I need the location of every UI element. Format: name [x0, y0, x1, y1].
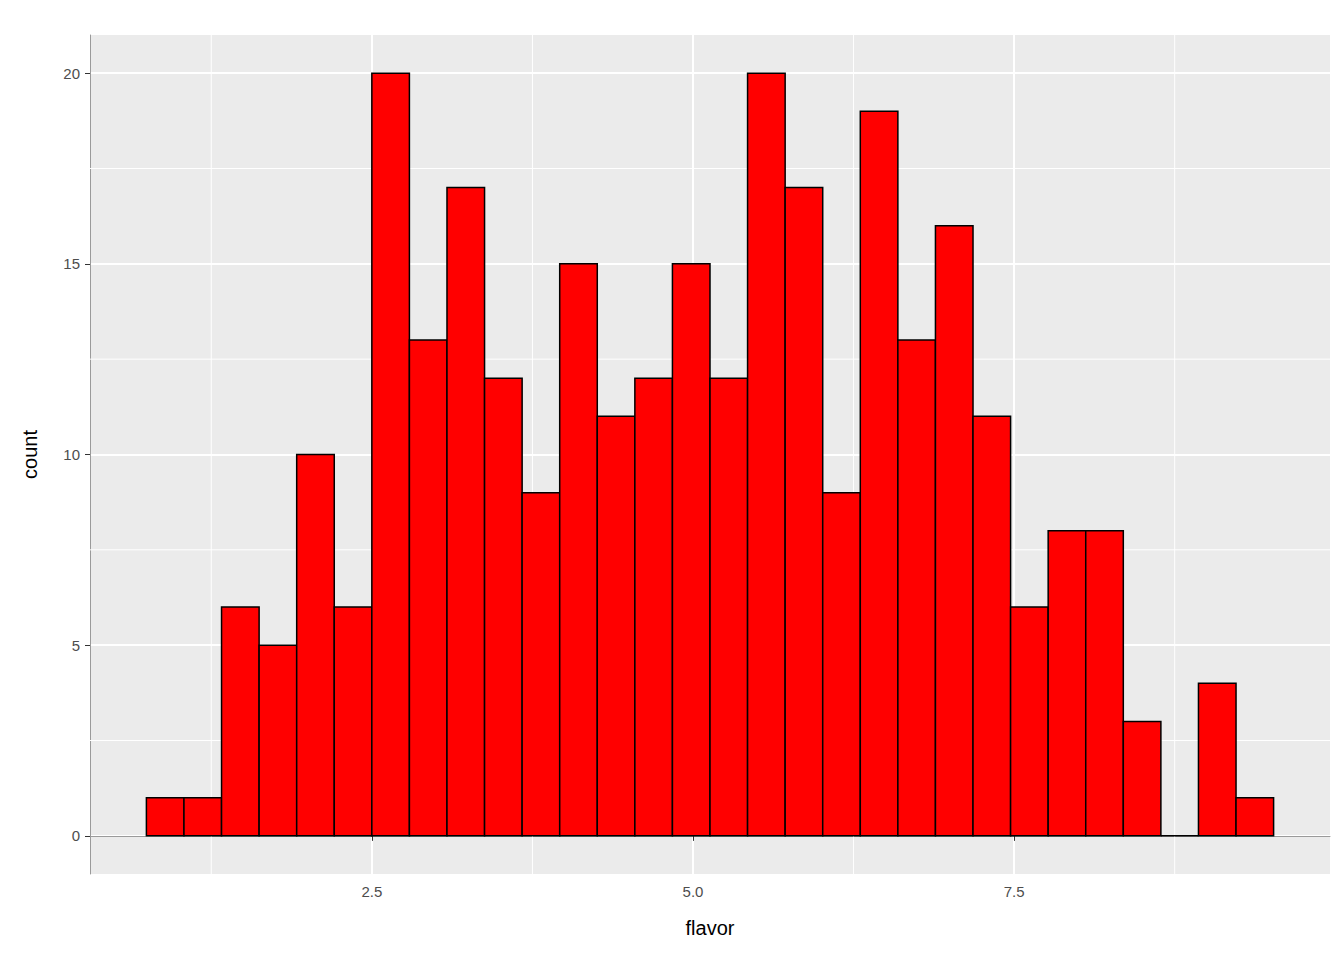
svg-text:7.5: 7.5	[1004, 883, 1025, 900]
svg-text:15: 15	[63, 255, 80, 272]
svg-text:2.5: 2.5	[361, 883, 382, 900]
svg-text:0: 0	[72, 827, 80, 844]
svg-text:20: 20	[63, 65, 80, 82]
svg-text:flavor: flavor	[686, 917, 735, 939]
svg-text:10: 10	[63, 446, 80, 463]
svg-text:5: 5	[72, 637, 80, 654]
svg-text:count: count	[19, 430, 41, 479]
svg-text:5.0: 5.0	[683, 883, 704, 900]
